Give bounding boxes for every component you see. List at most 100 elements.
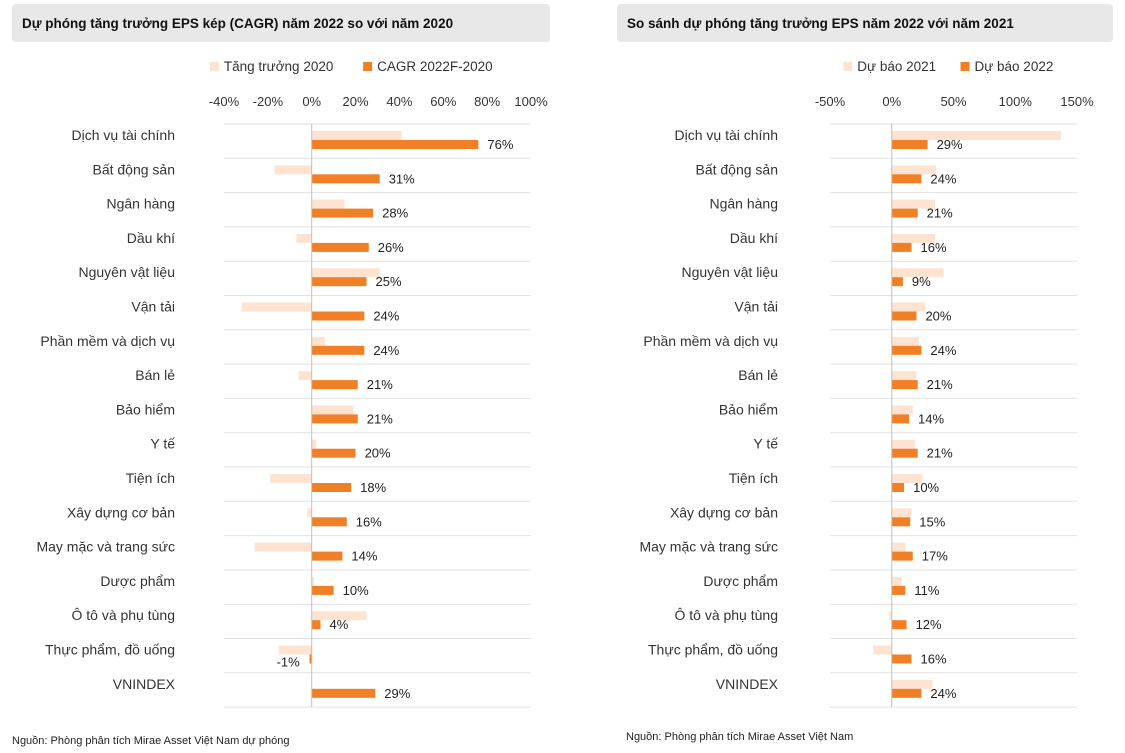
bar-cagr-2022f bbox=[311, 140, 479, 149]
bar-forecast-2022 bbox=[891, 448, 918, 458]
bar-cagr-2022f bbox=[311, 174, 380, 184]
category-label: May mặc và trang sức bbox=[639, 539, 778, 555]
data-label: 10% bbox=[913, 480, 939, 495]
category-label: Dược phẩm bbox=[703, 573, 778, 589]
bar-cagr-2022f bbox=[311, 551, 343, 561]
data-label: 16% bbox=[921, 240, 947, 255]
category-label: Dịch vụ tài chính bbox=[675, 127, 779, 143]
bar-growth-2020 bbox=[298, 371, 312, 381]
bar-cagr-2022f bbox=[311, 448, 356, 458]
category-label: Nguyên vật liệu bbox=[681, 264, 778, 280]
bar-forecast-2021 bbox=[891, 199, 935, 209]
data-label: 29% bbox=[937, 137, 963, 152]
bar-forecast-2021 bbox=[891, 371, 917, 381]
category-label: Xây dựng cơ bản bbox=[67, 504, 175, 520]
legend-swatch-light bbox=[209, 62, 219, 71]
data-label: 24% bbox=[930, 171, 956, 186]
category-label: Y tế bbox=[753, 436, 778, 452]
data-label: 20% bbox=[365, 446, 391, 461]
bar-forecast-2021 bbox=[889, 611, 892, 621]
bar-forecast-2021 bbox=[891, 542, 906, 552]
bar-growth-2020 bbox=[311, 199, 345, 209]
legend-label: Tăng trưởng 2020 bbox=[224, 59, 333, 74]
bar-cagr-2022f bbox=[311, 311, 365, 321]
bar-growth-2020 bbox=[311, 336, 325, 346]
bar-forecast-2022 bbox=[891, 585, 906, 595]
category-label: Tiện ích bbox=[126, 470, 175, 486]
bar-cagr-2022f bbox=[311, 688, 376, 698]
category-label: Ô tô và phụ tùng bbox=[674, 607, 778, 623]
category-label: Vận tải bbox=[131, 299, 175, 315]
data-label: 11% bbox=[914, 583, 939, 598]
bar-cagr-2022f bbox=[311, 208, 374, 218]
bar-growth-2020 bbox=[307, 508, 312, 518]
data-label: 31% bbox=[389, 171, 415, 186]
category-label: Dược phẩm bbox=[100, 573, 175, 589]
bar-forecast-2021 bbox=[891, 679, 933, 689]
bar-growth-2020 bbox=[296, 233, 312, 243]
bar-forecast-2022 bbox=[891, 311, 917, 321]
bar-forecast-2022 bbox=[891, 174, 922, 184]
left-chart-source: Nguồn: Phòng phân tích Mirae Asset Việt … bbox=[12, 735, 290, 747]
bar-forecast-2021 bbox=[891, 268, 944, 278]
data-label: 10% bbox=[343, 583, 369, 598]
data-label: 15% bbox=[919, 514, 945, 529]
bar-cagr-2022f bbox=[309, 654, 312, 664]
legend-label: CAGR 2022F-2020 bbox=[377, 59, 493, 74]
bar-forecast-2021 bbox=[891, 336, 919, 346]
data-label: 12% bbox=[916, 617, 942, 632]
data-label: 21% bbox=[927, 377, 953, 392]
category-label: VNINDEX bbox=[716, 676, 779, 692]
category-label: Phần mềm và dịch vụ bbox=[40, 333, 175, 349]
bar-cagr-2022f bbox=[311, 345, 365, 355]
bar-growth-2020 bbox=[311, 405, 354, 415]
bar-growth-2020 bbox=[254, 542, 312, 552]
x-tick-label: 100% bbox=[514, 94, 548, 109]
category-label: Bất động sản bbox=[695, 161, 778, 177]
bar-cagr-2022f bbox=[311, 414, 358, 424]
category-label: Ngân hàng bbox=[106, 196, 175, 212]
category-label: Ngân hàng bbox=[709, 196, 778, 212]
data-label: 24% bbox=[373, 309, 399, 324]
data-label: 21% bbox=[367, 377, 393, 392]
category-label: Bán lẻ bbox=[738, 367, 778, 383]
category-label: Bất động sản bbox=[92, 161, 175, 177]
x-tick-label: -50% bbox=[815, 94, 846, 109]
bar-growth-2020 bbox=[270, 474, 312, 483]
x-tick-label: 40% bbox=[386, 94, 412, 109]
x-tick-label: 100% bbox=[999, 94, 1033, 109]
bar-cagr-2022f bbox=[311, 483, 352, 492]
data-label: 24% bbox=[930, 343, 956, 358]
x-tick-label: 20% bbox=[343, 94, 369, 109]
data-label: 16% bbox=[921, 652, 947, 667]
bar-forecast-2022 bbox=[891, 620, 907, 630]
data-label: 14% bbox=[351, 549, 377, 564]
data-label: 29% bbox=[384, 686, 410, 701]
bar-forecast-2022 bbox=[891, 654, 912, 664]
bar-growth-2020 bbox=[311, 576, 314, 586]
category-label: Nguyên vật liệu bbox=[78, 264, 175, 280]
bar-forecast-2022 bbox=[891, 277, 903, 287]
left-bar-chart: -40% -20% 0% 20% 40% 60% 80% 100% Tăng trưởng 20… bbox=[36, 59, 548, 708]
data-label: 9% bbox=[912, 274, 931, 289]
bar-growth-2020 bbox=[311, 439, 317, 449]
bar-cagr-2022f bbox=[311, 380, 358, 390]
bar-forecast-2021 bbox=[891, 474, 923, 483]
data-label: 21% bbox=[367, 411, 393, 426]
bar-forecast-2022 bbox=[891, 345, 922, 355]
x-tick-label: 60% bbox=[430, 94, 456, 109]
bar-cagr-2022f bbox=[311, 277, 367, 287]
data-label: 76% bbox=[487, 137, 513, 152]
bar-forecast-2022 bbox=[891, 688, 922, 698]
bar-forecast-2022 bbox=[891, 140, 928, 149]
category-label: Dịch vụ tài chính bbox=[72, 127, 176, 143]
category-label: Ô tô và phụ tùng bbox=[71, 607, 175, 623]
x-tick-label: 0% bbox=[882, 94, 901, 109]
bar-forecast-2022 bbox=[891, 380, 918, 390]
bar-cagr-2022f bbox=[311, 620, 321, 630]
data-label: 20% bbox=[925, 309, 951, 324]
category-label: Bảo hiểm bbox=[719, 401, 778, 417]
category-label: Dầu khí bbox=[730, 230, 778, 246]
bar-growth-2020 bbox=[278, 645, 312, 655]
legend-label: Dự báo 2022 bbox=[975, 59, 1054, 74]
